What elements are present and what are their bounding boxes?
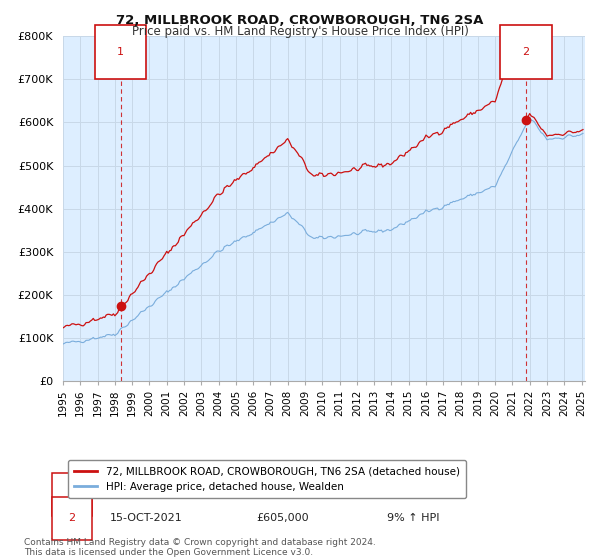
Text: 24% ↑ HPI: 24% ↑ HPI bbox=[386, 489, 446, 500]
Text: 15-OCT-2021: 15-OCT-2021 bbox=[110, 514, 183, 524]
Text: 1: 1 bbox=[117, 46, 124, 57]
Text: 9% ↑ HPI: 9% ↑ HPI bbox=[386, 514, 439, 524]
Text: Contains HM Land Registry data © Crown copyright and database right 2024.
This d: Contains HM Land Registry data © Crown c… bbox=[24, 538, 376, 557]
Legend: 72, MILLBROOK ROAD, CROWBOROUGH, TN6 2SA (detached house), HPI: Average price, d: 72, MILLBROOK ROAD, CROWBOROUGH, TN6 2SA… bbox=[68, 460, 466, 498]
Text: 2: 2 bbox=[68, 514, 76, 524]
Text: £605,000: £605,000 bbox=[256, 514, 309, 524]
Text: 72, MILLBROOK ROAD, CROWBOROUGH, TN6 2SA: 72, MILLBROOK ROAD, CROWBOROUGH, TN6 2SA bbox=[116, 14, 484, 27]
Text: 2: 2 bbox=[523, 46, 530, 57]
Text: 01-MAY-1998: 01-MAY-1998 bbox=[110, 489, 182, 500]
Text: 1: 1 bbox=[68, 489, 75, 500]
Text: Price paid vs. HM Land Registry's House Price Index (HPI): Price paid vs. HM Land Registry's House … bbox=[131, 25, 469, 38]
Text: £173,950: £173,950 bbox=[256, 489, 309, 500]
